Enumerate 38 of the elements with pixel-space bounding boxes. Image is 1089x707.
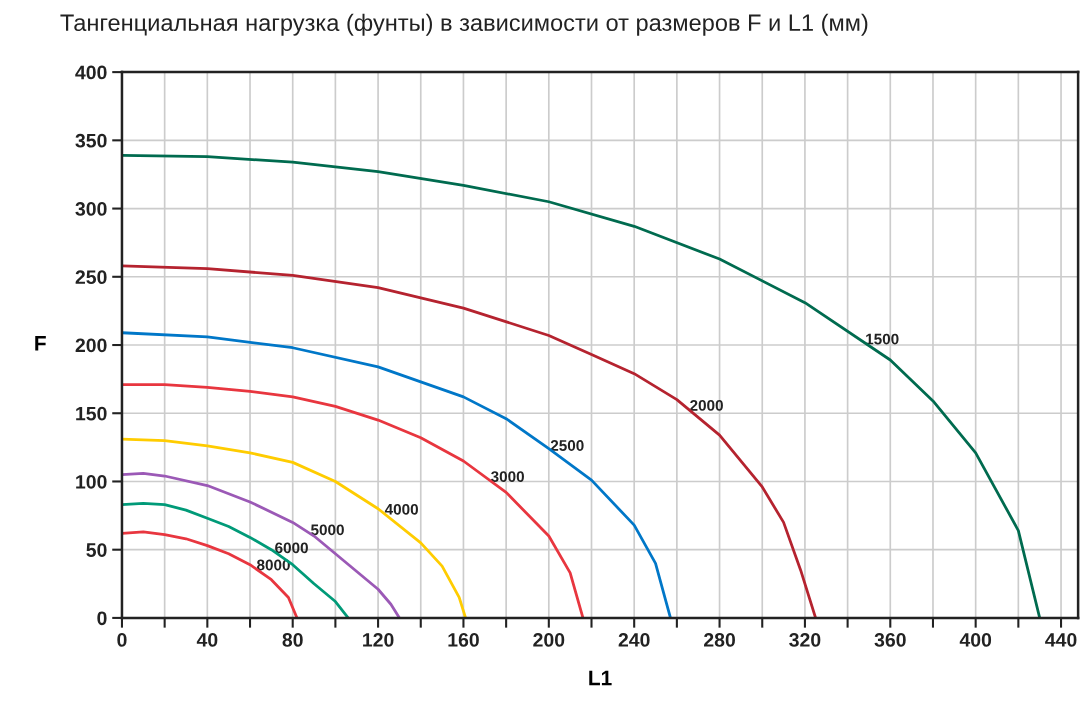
- x-tick-label: 280: [704, 633, 735, 647]
- series-label: 2500: [550, 440, 584, 451]
- line-series: [121, 331, 672, 618]
- series-label: 8000: [257, 559, 290, 571]
- line-series: [121, 383, 585, 618]
- line-series: [121, 501, 350, 618]
- series-label: 5000: [311, 524, 344, 536]
- y-tick-label: 150: [76, 406, 107, 421]
- y-tick-label: 50: [86, 543, 107, 557]
- x-tick-label: 120: [363, 633, 394, 647]
- y-tick-label: 200: [75, 338, 107, 353]
- line-series: [121, 264, 817, 618]
- y-tick-label: 400: [75, 65, 107, 80]
- y-axis-title: F: [35, 336, 46, 351]
- x-tick-label: 240: [618, 633, 650, 647]
- y-tick-label: 350: [75, 133, 107, 148]
- y-tick-label: 300: [75, 202, 107, 216]
- x-tick-label: 160: [448, 633, 479, 647]
- x-tick-label: 320: [789, 633, 821, 647]
- x-tick-label: 200: [533, 633, 565, 647]
- x-tick-label: 360: [874, 633, 906, 647]
- x-tick-label: 40: [196, 633, 218, 647]
- x-axis-title: L1: [589, 670, 612, 686]
- series-label: 4000: [384, 503, 418, 515]
- series-label: 3000: [490, 471, 524, 483]
- series-label: 1500: [866, 333, 899, 345]
- x-tick-label: 0: [117, 633, 127, 647]
- y-tick-label: 250: [75, 270, 107, 285]
- x-tick-label: 440: [1045, 633, 1077, 647]
- x-tick-label: 400: [959, 633, 992, 647]
- series-label: 2000: [690, 399, 723, 411]
- x-tick-label: 80: [282, 633, 303, 647]
- y-tick-label: 100: [76, 474, 107, 489]
- line-series: [121, 153, 1042, 618]
- series-label: 6000: [275, 542, 308, 554]
- chart-title: Тангенциальная нагрузка (фунты) в зависимости от размеров F и L1 (мм): [60, 13, 868, 36]
- line-series: [121, 437, 467, 618]
- y-tick-label: 0: [97, 611, 107, 626]
